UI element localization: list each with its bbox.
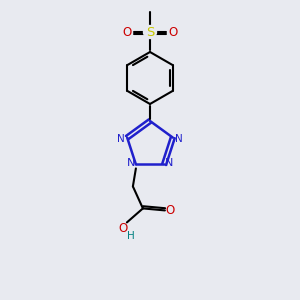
Circle shape bbox=[143, 26, 157, 38]
Text: N: N bbox=[165, 158, 173, 168]
Text: N: N bbox=[117, 134, 125, 144]
Text: H: H bbox=[127, 231, 135, 242]
Text: N: N bbox=[175, 134, 183, 144]
Text: O: O bbox=[165, 204, 175, 217]
Text: S: S bbox=[146, 26, 154, 38]
Text: O: O bbox=[122, 26, 132, 38]
Text: N: N bbox=[127, 158, 135, 168]
Text: O: O bbox=[118, 222, 128, 235]
Text: O: O bbox=[168, 26, 178, 38]
